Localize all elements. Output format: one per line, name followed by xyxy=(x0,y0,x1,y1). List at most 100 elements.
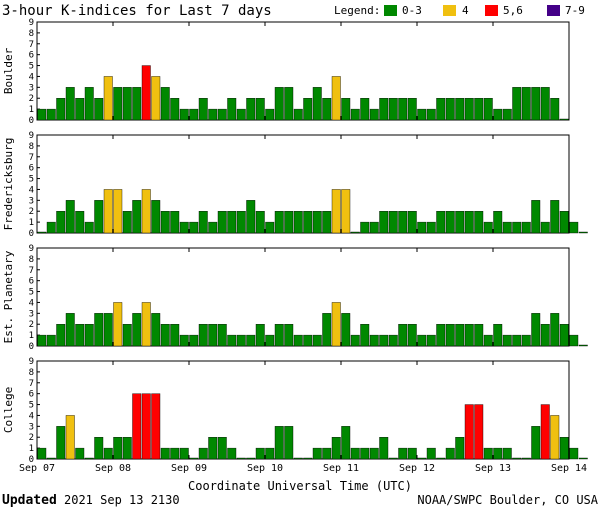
chart-title: 3-hour K-indices for Last 7 days xyxy=(2,3,272,19)
x-tick-label: Sep 11 xyxy=(323,463,359,474)
bar xyxy=(46,334,56,347)
y-tick-label: 0 xyxy=(29,116,34,126)
bar xyxy=(103,313,113,347)
bar xyxy=(236,334,246,347)
bar xyxy=(350,108,360,121)
bar xyxy=(426,334,436,347)
bar xyxy=(46,221,56,234)
y-tick-label: 1 xyxy=(29,444,34,454)
bar xyxy=(170,98,180,121)
y-tick-label: 0 xyxy=(29,229,34,239)
bar xyxy=(227,211,237,234)
y-tick-label: 5 xyxy=(29,401,34,411)
bar xyxy=(569,334,579,347)
bar xyxy=(426,447,436,460)
bar xyxy=(151,393,161,460)
bar xyxy=(388,98,398,121)
bar xyxy=(464,404,474,460)
bar xyxy=(559,437,569,460)
bar xyxy=(559,324,569,347)
y-tick-label: 4 xyxy=(29,298,34,308)
y-tick-label: 5 xyxy=(29,175,34,185)
bar xyxy=(483,98,493,121)
x-tick-label: Sep 13 xyxy=(475,463,511,474)
bar xyxy=(559,118,569,121)
panels: 0123456789Boulder0123456789Fredericksbur… xyxy=(2,18,588,465)
bar xyxy=(436,211,446,234)
bar xyxy=(84,457,94,460)
bar xyxy=(94,98,104,121)
bar xyxy=(521,87,531,121)
bar xyxy=(540,221,550,234)
bar xyxy=(217,211,227,234)
bar xyxy=(369,447,379,460)
bar xyxy=(322,447,332,460)
bar xyxy=(303,457,313,460)
bar xyxy=(179,108,189,121)
bar xyxy=(350,231,360,234)
bar xyxy=(417,221,427,234)
bar xyxy=(436,457,446,460)
bar xyxy=(502,108,512,121)
bar xyxy=(502,447,512,460)
bar xyxy=(151,200,161,234)
bar xyxy=(189,457,199,460)
bar xyxy=(284,87,294,121)
bar xyxy=(151,76,161,121)
bar xyxy=(84,221,94,234)
bar xyxy=(65,415,75,460)
bar xyxy=(341,98,351,121)
bar xyxy=(198,211,208,234)
bar xyxy=(331,437,341,460)
y-tick-label: 2 xyxy=(29,94,34,104)
bar xyxy=(398,211,408,234)
bar xyxy=(103,189,113,234)
bar xyxy=(303,211,313,234)
bar xyxy=(303,98,313,121)
legend: Legend: 0-3 4 5,6 7-9 xyxy=(334,4,585,17)
bar xyxy=(550,415,560,460)
bar xyxy=(103,76,113,121)
y-tick-label: 3 xyxy=(29,83,34,93)
bar xyxy=(341,189,351,234)
bar xyxy=(550,98,560,121)
bar xyxy=(369,334,379,347)
bar xyxy=(379,334,389,347)
y-tick-label: 6 xyxy=(29,51,34,61)
bar xyxy=(388,334,398,347)
bar xyxy=(417,334,427,347)
bar xyxy=(113,437,123,460)
bar xyxy=(379,437,389,460)
legend-swatch-4 xyxy=(443,5,456,16)
bar xyxy=(160,324,170,347)
bar xyxy=(312,211,322,234)
bar xyxy=(303,334,313,347)
y-tick-label: 6 xyxy=(29,164,34,174)
y-tick-label: 8 xyxy=(29,142,34,152)
bar xyxy=(474,404,484,460)
bar xyxy=(37,334,47,347)
bar xyxy=(274,211,284,234)
bar xyxy=(65,87,75,121)
bar xyxy=(170,447,180,460)
x-tick-label: Sep 12 xyxy=(399,463,435,474)
y-tick-label: 1 xyxy=(29,331,34,341)
bar xyxy=(75,98,85,121)
bar xyxy=(369,108,379,121)
bar xyxy=(331,189,341,234)
bar xyxy=(160,211,170,234)
bar xyxy=(398,98,408,121)
bar xyxy=(540,404,550,460)
y-tick-label: 7 xyxy=(29,379,34,389)
bar xyxy=(436,324,446,347)
y-tick-label: 8 xyxy=(29,29,34,39)
bar xyxy=(360,221,370,234)
bar xyxy=(122,87,132,121)
bar xyxy=(84,324,94,347)
bar xyxy=(75,447,85,460)
bar xyxy=(56,211,66,234)
bar xyxy=(483,447,493,460)
